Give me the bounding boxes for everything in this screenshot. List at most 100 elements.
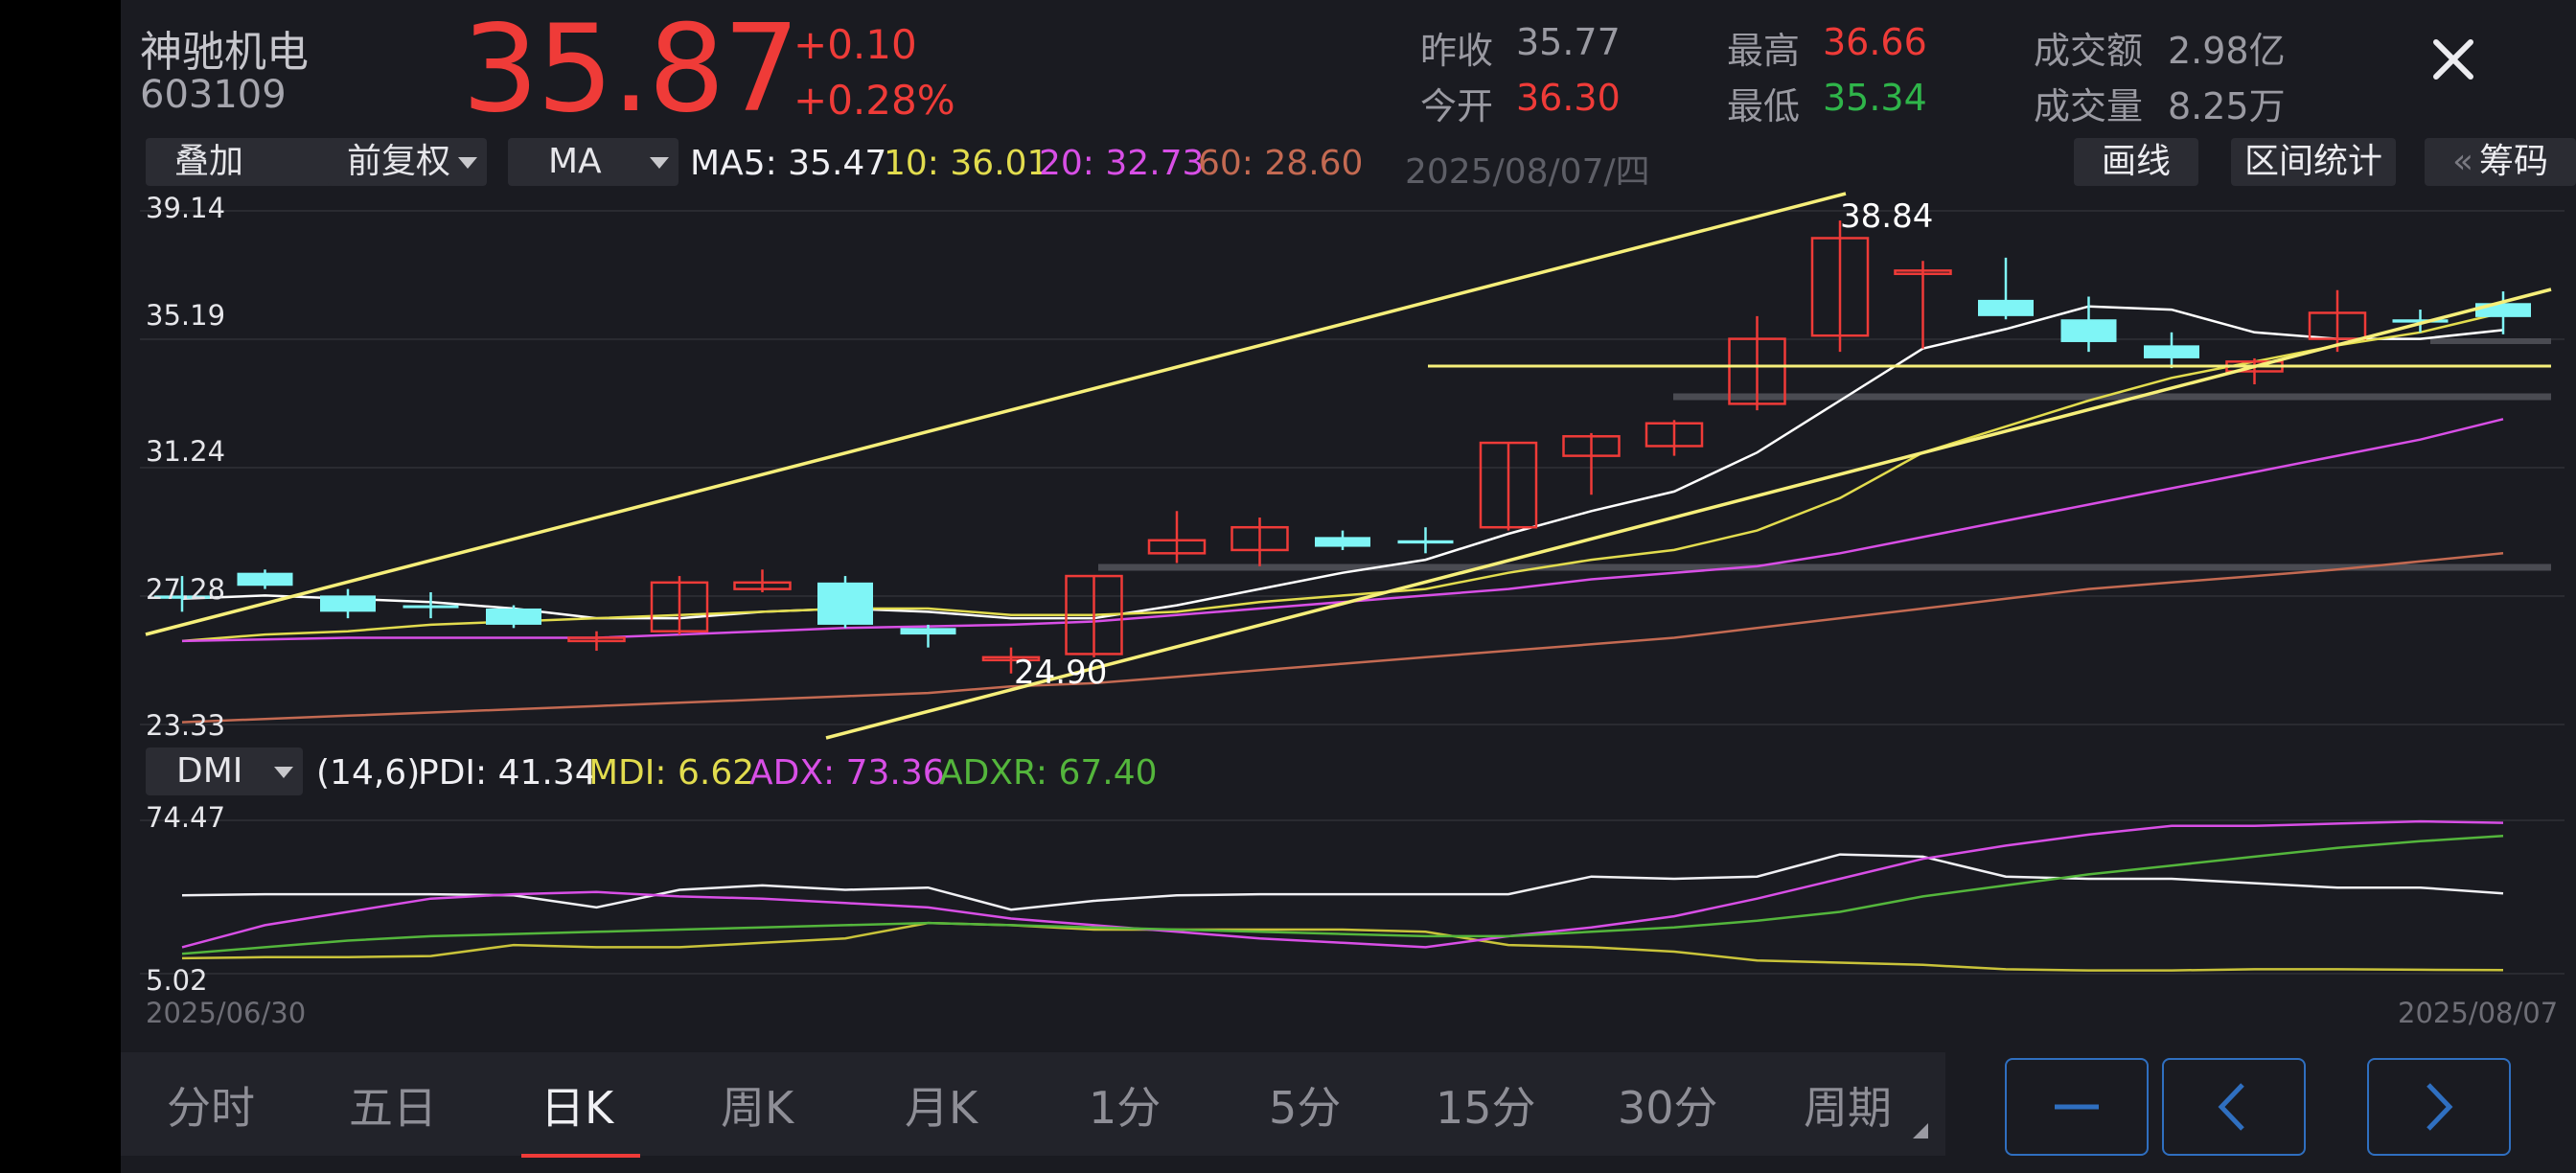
range-stats-button[interactable]: 区间统计 bbox=[2231, 138, 2396, 186]
high-label: 最高 bbox=[1727, 30, 1801, 72]
ma-line-ma5 bbox=[181, 305, 2504, 620]
dmi-adxr-value: ADXR: 67.40 bbox=[939, 753, 1158, 793]
chevron-down-icon bbox=[650, 157, 669, 169]
stock-name: 神驰机电 bbox=[140, 28, 309, 77]
dmi-line-adxr bbox=[181, 835, 2504, 955]
dmi-params: (14,6) bbox=[316, 753, 421, 793]
candlestick-chart[interactable] bbox=[121, 188, 2576, 744]
ma20-value: 20: 32.73 bbox=[1039, 144, 1205, 183]
dmi-pdi-value: PDI: 41.34 bbox=[418, 753, 597, 793]
chips-collapse-icon: « bbox=[2451, 142, 2473, 181]
ma-line-60 bbox=[181, 552, 2504, 724]
tab-15min[interactable]: 15分 bbox=[1436, 1082, 1536, 1134]
candle-body bbox=[1397, 540, 1454, 544]
dmi-mdi-value: MDI: 6.62 bbox=[588, 753, 755, 793]
dmi-line-pdi bbox=[181, 853, 2504, 911]
ma-line-10 bbox=[181, 310, 2504, 643]
candle-body bbox=[1810, 237, 1870, 337]
high-value: 36.66 bbox=[1823, 21, 1927, 63]
candle-body bbox=[237, 572, 293, 586]
dmi-adx-value: ADX: 73.36 bbox=[749, 753, 945, 793]
scroll-left-button[interactable] bbox=[2162, 1058, 2306, 1156]
candle-body bbox=[1644, 422, 1704, 448]
stock-code: 603109 bbox=[140, 73, 287, 117]
chart-date: 2025/08/07/四 bbox=[1405, 152, 1650, 192]
zoom-out-button[interactable] bbox=[2005, 1058, 2149, 1156]
candle-body bbox=[1894, 269, 1952, 276]
chevron-left-icon bbox=[2218, 1083, 2244, 1131]
minus-icon bbox=[2055, 1104, 2099, 1110]
candle-body bbox=[1978, 299, 2034, 316]
candle-body bbox=[981, 656, 1041, 662]
x-start-date: 2025/06/30 bbox=[146, 997, 307, 1029]
candle-body bbox=[733, 581, 792, 590]
chips-label: 筹码 bbox=[2479, 142, 2549, 181]
chevron-right-icon bbox=[2426, 1083, 2453, 1131]
prev-close-value: 35.77 bbox=[1516, 21, 1621, 63]
stock-detail-screen: 神驰机电 603109 35.87 +0.10 +0.28% 昨收 35.77 … bbox=[121, 0, 2576, 1173]
low-label: 最低 bbox=[1727, 85, 1801, 127]
y-tick-label: 23.33 bbox=[146, 709, 226, 742]
candle-body bbox=[1315, 537, 1370, 547]
candle-body bbox=[320, 595, 376, 612]
candle-body bbox=[900, 628, 956, 635]
close-icon bbox=[2433, 39, 2473, 80]
candle-body bbox=[2060, 319, 2117, 342]
chevron-down-icon bbox=[458, 157, 477, 169]
x-end-date: 2025/08/07 bbox=[2398, 997, 2559, 1029]
tab-five-day[interactable]: 五日 bbox=[349, 1082, 437, 1134]
overlay-label: 叠加 bbox=[174, 142, 244, 181]
scroll-right-button[interactable] bbox=[2367, 1058, 2511, 1156]
chips-button[interactable]: «筹码 bbox=[2425, 138, 2576, 186]
candle-body bbox=[154, 595, 210, 599]
amount-label: 成交额 bbox=[2034, 30, 2144, 72]
volume-value: 8.25万 bbox=[2168, 85, 2286, 127]
dmi-y-bottom: 5.02 bbox=[146, 964, 208, 997]
subindicator-label: DMI bbox=[176, 751, 243, 791]
candle-body bbox=[650, 581, 709, 632]
candle-body bbox=[1728, 337, 1786, 405]
ma5-value: MA5: 35.47 bbox=[690, 144, 887, 183]
candle-body bbox=[2308, 311, 2367, 340]
candle-body bbox=[1479, 441, 1538, 529]
chevron-down-icon bbox=[274, 767, 293, 778]
prev-close-label: 昨收 bbox=[1420, 30, 1494, 72]
indicator-label: MA bbox=[548, 142, 602, 181]
candle-body bbox=[402, 605, 459, 609]
tab-weekly-k[interactable]: 周K bbox=[721, 1082, 794, 1134]
tab-intraday[interactable]: 分时 bbox=[167, 1082, 255, 1134]
tab-1min[interactable]: 1分 bbox=[1089, 1082, 1162, 1134]
current-price: 35.87 bbox=[462, 0, 800, 139]
ma-line-20 bbox=[181, 418, 2504, 643]
close-button[interactable] bbox=[2425, 31, 2482, 88]
ma10-value: 10: 36.01 bbox=[884, 144, 1049, 183]
indicator-dropdown[interactable]: MA bbox=[508, 138, 678, 186]
dmi-line-mdi bbox=[181, 921, 2504, 972]
open-label: 今开 bbox=[1420, 85, 1494, 127]
candle-body bbox=[567, 636, 626, 643]
candle-body bbox=[486, 608, 541, 625]
candle-body bbox=[1230, 525, 1289, 552]
price-change: +0.10 bbox=[794, 21, 917, 68]
dmi-chart[interactable] bbox=[121, 801, 2576, 993]
volume-label: 成交量 bbox=[2034, 85, 2144, 127]
low-marker-label: 24.90 bbox=[1014, 654, 1108, 692]
y-tick-label: 39.14 bbox=[146, 192, 226, 224]
candle-body bbox=[2144, 345, 2199, 358]
y-tick-label: 35.19 bbox=[146, 299, 226, 332]
tab-30min[interactable]: 30分 bbox=[1618, 1082, 1718, 1134]
tab-monthly-k[interactable]: 月K bbox=[905, 1082, 978, 1134]
corner-triangle-icon bbox=[1913, 1123, 1928, 1138]
adjust-dropdown[interactable]: 前复权 bbox=[328, 138, 487, 186]
tab-5min[interactable]: 5分 bbox=[1269, 1082, 1342, 1134]
tab-period[interactable]: 周期 bbox=[1804, 1082, 1892, 1134]
candle-body bbox=[1147, 539, 1207, 555]
candle-body bbox=[1562, 435, 1621, 457]
ma60-value: 60: 28.60 bbox=[1198, 144, 1364, 183]
tab-daily-k[interactable]: 日K bbox=[540, 1082, 614, 1134]
candle-body bbox=[817, 582, 873, 625]
draw-line-button[interactable]: 画线 bbox=[2074, 138, 2198, 186]
adjust-label: 前复权 bbox=[347, 142, 451, 181]
subindicator-dropdown[interactable]: DMI bbox=[146, 748, 303, 795]
price-change-percent: +0.28% bbox=[794, 77, 955, 124]
